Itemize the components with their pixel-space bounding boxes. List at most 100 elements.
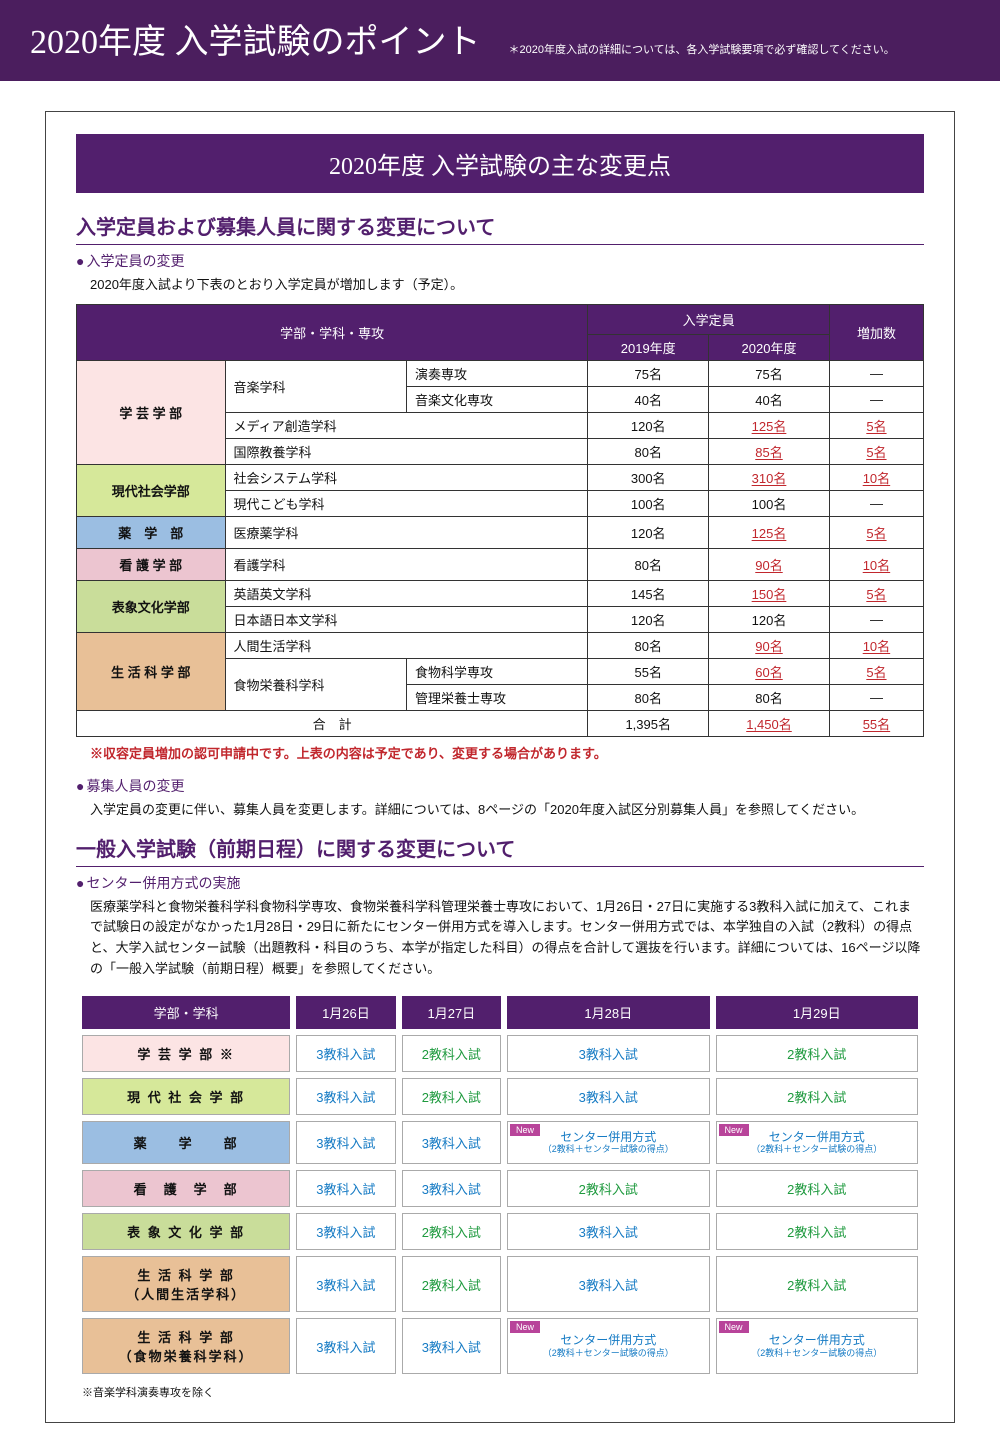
dept-cell: 社会システム学科: [225, 464, 588, 490]
faculty-cell: 薬 学 部: [77, 516, 226, 548]
total-inc: 55名: [829, 710, 923, 736]
num-cell: 125名: [709, 412, 830, 438]
exam-fac-cell: 薬 学 部: [82, 1121, 290, 1164]
dept-cell: 医療薬学科: [225, 516, 588, 548]
exam-cell: 2教科入試: [716, 1035, 919, 1072]
header-note: ＊2020年度入試の詳細については、各入学試験要項で必ず確認してください。: [509, 41, 895, 57]
new-badge: New: [719, 1124, 749, 1136]
exam-th: 1月29日: [716, 996, 919, 1029]
exam-cell: Newセンター併用方式（2教科＋センター試験の得点）: [507, 1318, 709, 1374]
num-cell: 90名: [709, 632, 830, 658]
num-cell: 75名: [709, 360, 830, 386]
exam-fac-cell: 学 芸 学 部 ※: [82, 1035, 290, 1072]
num-cell: 90名: [709, 548, 830, 580]
new-badge: New: [510, 1124, 540, 1136]
exam-cell: Newセンター併用方式（2教科＋センター試験の得点）: [507, 1121, 709, 1164]
num-cell: 55名: [588, 658, 709, 684]
num-cell: 5名: [829, 438, 923, 464]
exam-cell: 2教科入試: [402, 1256, 501, 1312]
faculty-cell: 看 護 学 部: [77, 548, 226, 580]
exam-cell: 2教科入試: [716, 1078, 919, 1115]
num-cell: 310名: [709, 464, 830, 490]
th-cap: 入学定員: [588, 304, 830, 334]
exam-th: 1月27日: [402, 996, 501, 1029]
total-label: 合 計: [77, 710, 588, 736]
num-cell: 5名: [829, 516, 923, 548]
th-y19: 2019年度: [588, 334, 709, 360]
dept-cell: 現代こども学科: [225, 490, 588, 516]
exam-schedule-table: 学部・学科1月26日1月27日1月28日1月29日 学 芸 学 部 ※3教科入試…: [76, 990, 924, 1380]
num-cell: 10名: [829, 464, 923, 490]
num-cell: 80名: [588, 548, 709, 580]
major-cell: 演奏専攻: [406, 360, 587, 386]
num-cell: 80名: [709, 684, 830, 710]
exam-fac-cell: 生 活 科 学 部（食物栄養科学科）: [82, 1318, 290, 1374]
exam-cell: 3教科入試: [296, 1213, 395, 1250]
exam-cell: 2教科入試: [507, 1170, 709, 1207]
exam-cell: 3教科入試: [296, 1256, 395, 1312]
faculty-cell: 生 活 科 学 部: [77, 632, 226, 710]
num-cell: —: [829, 360, 923, 386]
content-frame: 2020年度 入学試験の主な変更点 入学定員および募集人員に関する変更について …: [45, 111, 955, 1423]
exam-cell: 2教科入試: [716, 1213, 919, 1250]
num-cell: 100名: [588, 490, 709, 516]
center-method-label: センター併用方式（2教科＋センター試験の得点）: [543, 1130, 674, 1155]
sec1-sub1: 入学定員の変更: [76, 251, 924, 271]
num-cell: 60名: [709, 658, 830, 684]
dept-cell: 音楽学科: [225, 360, 406, 412]
dept-cell: 看護学科: [225, 548, 588, 580]
num-cell: 85名: [709, 438, 830, 464]
exam-cell: 3教科入試: [296, 1318, 395, 1374]
num-cell: —: [829, 386, 923, 412]
num-cell: 80名: [588, 684, 709, 710]
exam-cell: 2教科入試: [716, 1256, 919, 1312]
exam-cell: 3教科入試: [296, 1078, 395, 1115]
sec1-sub2: 募集人員の変更: [76, 776, 924, 796]
exam-footnote: ※音楽学科演奏専攻を除く: [82, 1384, 924, 1400]
num-cell: 120名: [588, 606, 709, 632]
exam-fac-cell: 看 護 学 部: [82, 1170, 290, 1207]
exam-fac-cell: 現 代 社 会 学 部: [82, 1078, 290, 1115]
exam-th: 1月26日: [296, 996, 395, 1029]
exam-cell: 3教科入試: [507, 1213, 709, 1250]
th-inc: 増加数: [829, 304, 923, 360]
num-cell: 145名: [588, 580, 709, 606]
num-cell: 75名: [588, 360, 709, 386]
num-cell: 80名: [588, 632, 709, 658]
num-cell: 80名: [588, 438, 709, 464]
num-cell: 40名: [709, 386, 830, 412]
num-cell: 5名: [829, 580, 923, 606]
num-cell: 40名: [588, 386, 709, 412]
new-badge: New: [510, 1321, 540, 1333]
th-fac: 学部・学科・専攻: [77, 304, 588, 360]
faculty-cell: 表象文化学部: [77, 580, 226, 632]
section-banner: 2020年度 入学試験の主な変更点: [76, 134, 924, 193]
faculty-cell: 現代社会学部: [77, 464, 226, 516]
num-cell: 120名: [588, 412, 709, 438]
exam-cell: Newセンター併用方式（2教科＋センター試験の得点）: [716, 1318, 919, 1374]
exam-cell: 3教科入試: [402, 1170, 501, 1207]
page-title: 2020年度 入学試験のポイント: [30, 14, 481, 63]
num-cell: 5名: [829, 412, 923, 438]
num-cell: 120名: [709, 606, 830, 632]
faculty-cell: 学 芸 学 部: [77, 360, 226, 464]
num-cell: 10名: [829, 632, 923, 658]
sec1-intro: 2020年度入試より下表のとおり入学定員が増加します（予定）。: [90, 275, 924, 296]
dept-cell: 国際教養学科: [225, 438, 588, 464]
num-cell: 300名: [588, 464, 709, 490]
num-cell: 120名: [588, 516, 709, 548]
exam-cell: 2教科入試: [716, 1170, 919, 1207]
th-y20: 2020年度: [709, 334, 830, 360]
exam-cell: 3教科入試: [296, 1170, 395, 1207]
sec2-title: 一般入学試験（前期日程）に関する変更について: [76, 833, 924, 867]
dept-cell: 人間生活学科: [225, 632, 588, 658]
exam-cell: 2教科入試: [402, 1213, 501, 1250]
center-method-label: センター併用方式（2教科＋センター試験の得点）: [543, 1333, 674, 1358]
num-cell: —: [829, 606, 923, 632]
page-header: 2020年度 入学試験のポイント ＊2020年度入試の詳細については、各入学試験…: [0, 0, 1000, 81]
exam-cell: 2教科入試: [402, 1078, 501, 1115]
capacity-table: 学部・学科・専攻 入学定員 増加数 2019年度 2020年度 学 芸 学 部音…: [76, 304, 924, 737]
sec1-sub2text: 入学定員の変更に伴い、募集人員を変更します。詳細については、8ページの「2020…: [90, 800, 924, 821]
dept-cell: メディア創造学科: [225, 412, 588, 438]
exam-cell: Newセンター併用方式（2教科＋センター試験の得点）: [716, 1121, 919, 1164]
